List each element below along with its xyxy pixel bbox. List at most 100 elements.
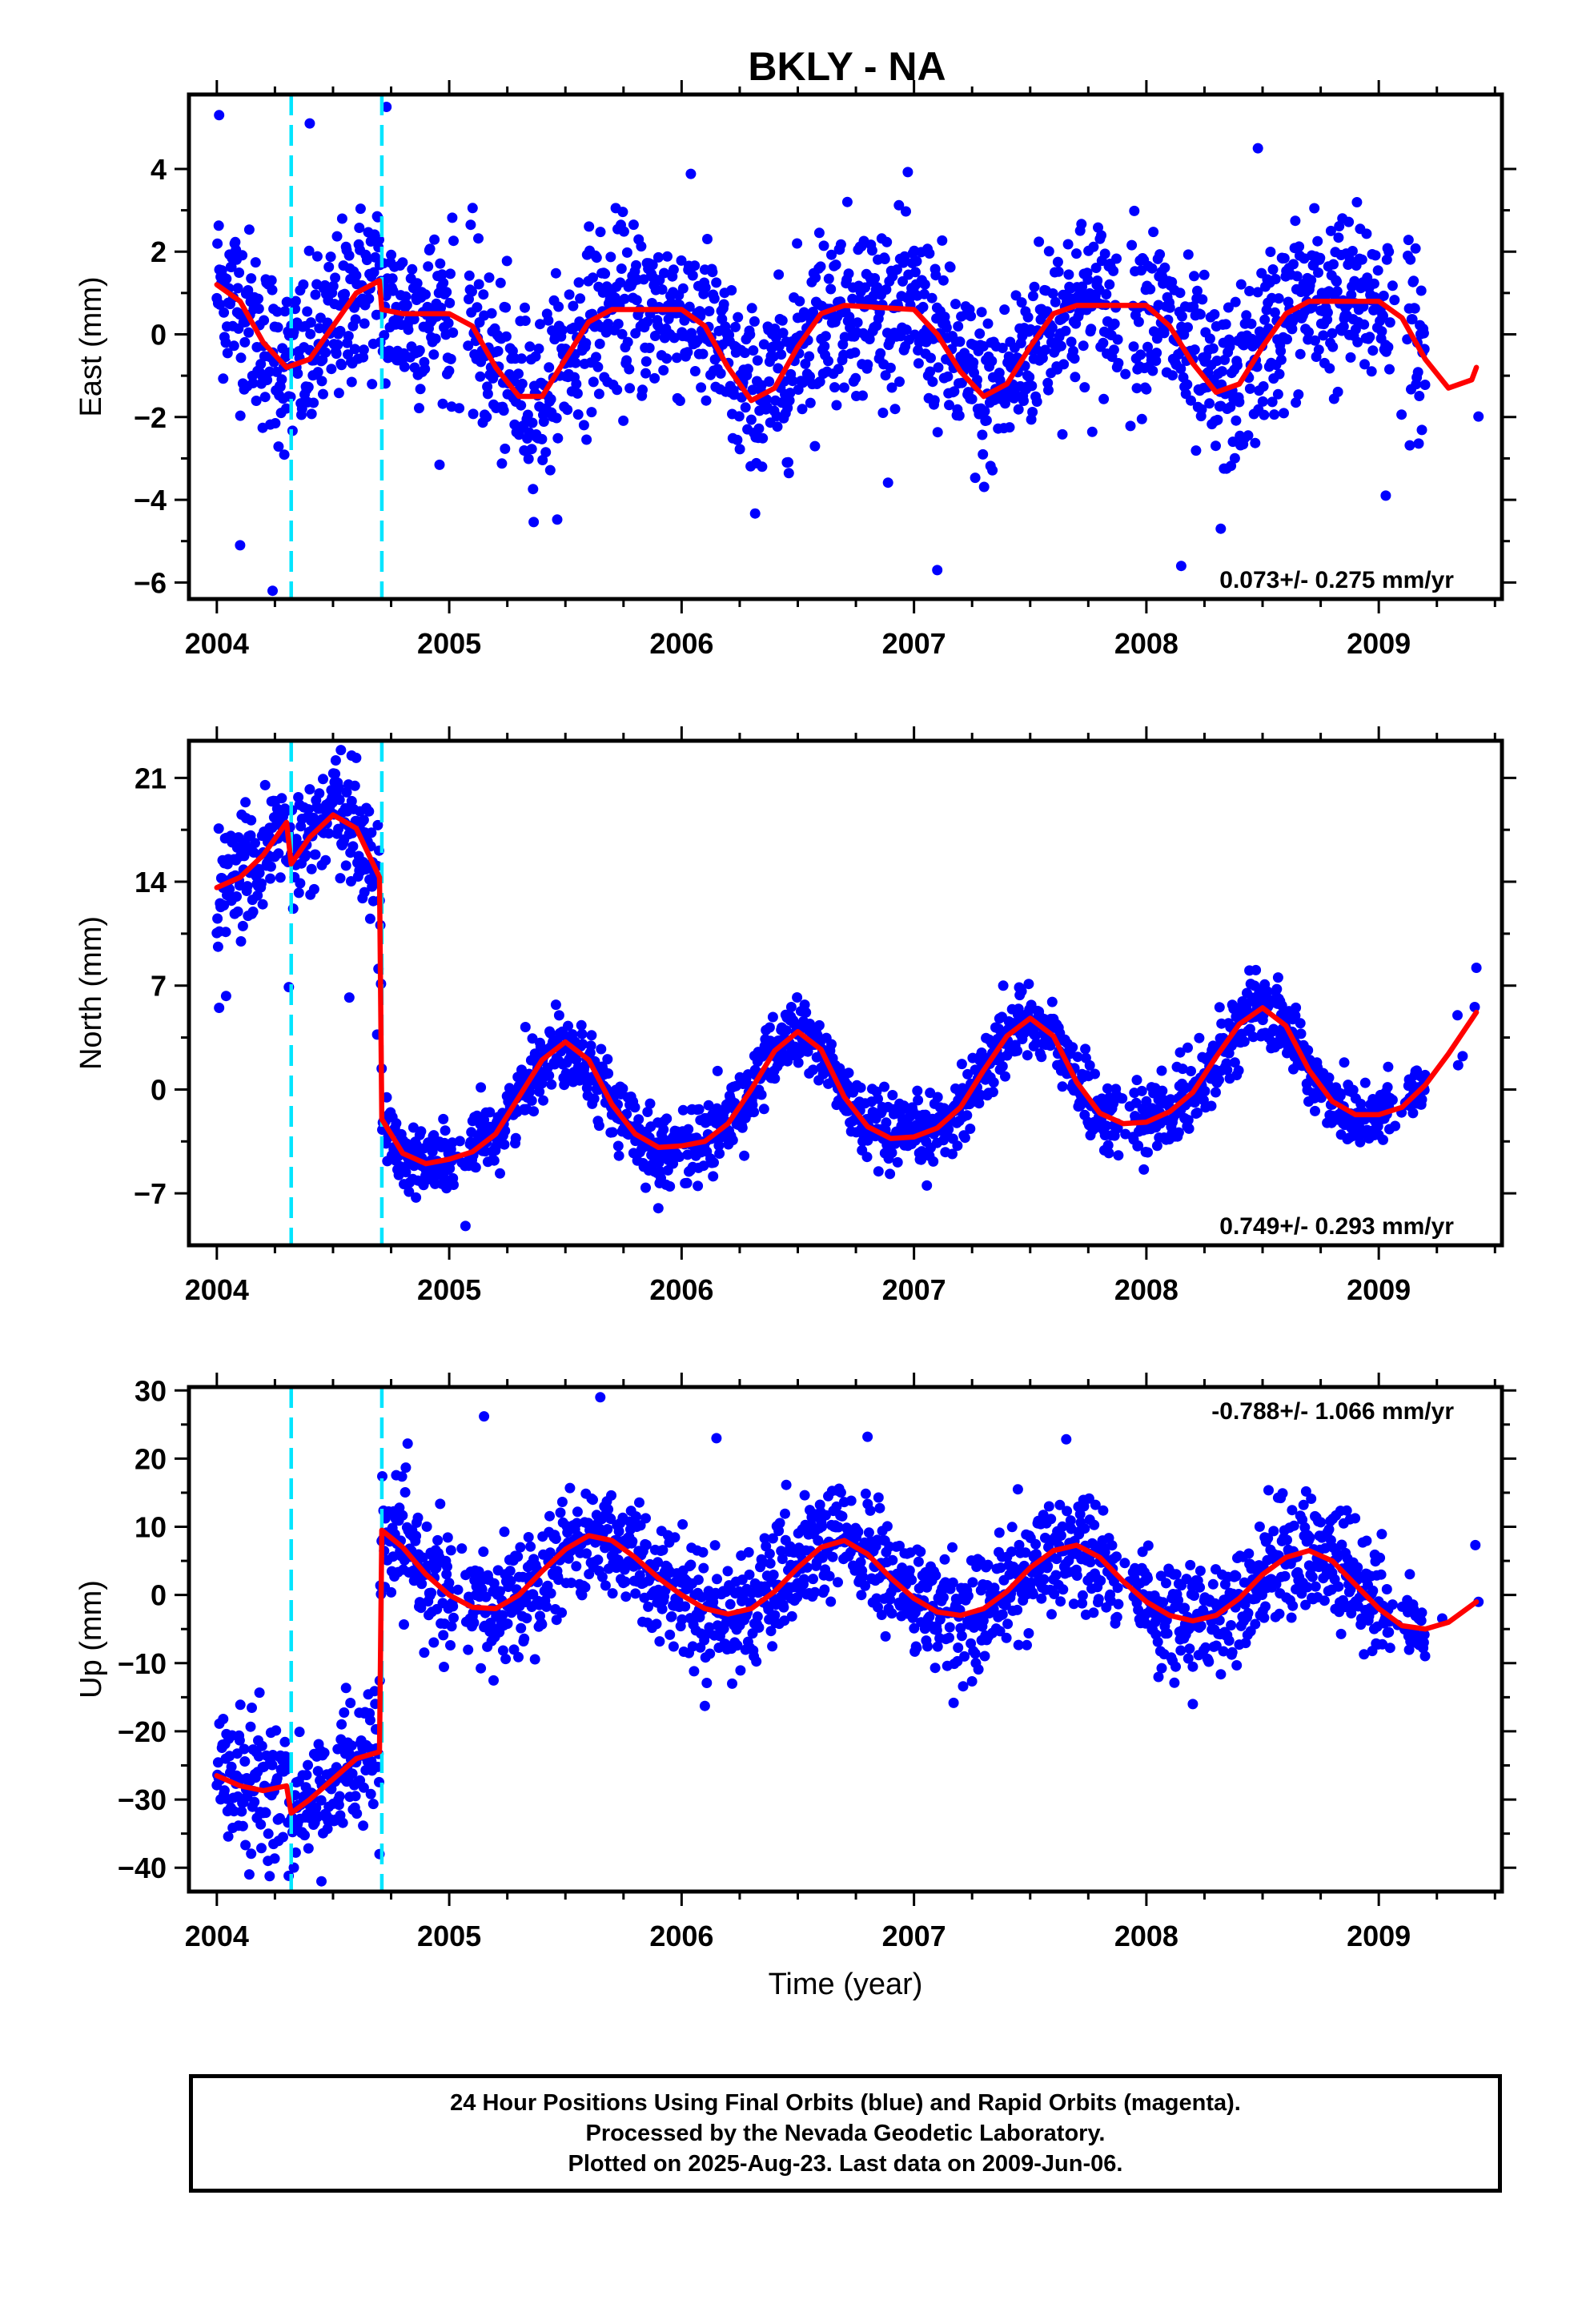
east-data-point bbox=[749, 316, 760, 327]
up-data-point bbox=[654, 1636, 665, 1647]
up-data-point bbox=[774, 1518, 785, 1529]
up-data-point bbox=[857, 1571, 868, 1582]
east-data-point bbox=[1063, 269, 1074, 280]
east-data-point bbox=[1078, 340, 1089, 352]
up-data-point bbox=[508, 1644, 520, 1655]
east-data-point bbox=[592, 361, 604, 372]
east-data-point bbox=[658, 364, 669, 376]
north-data-point bbox=[956, 1059, 967, 1070]
east-data-point bbox=[622, 336, 633, 348]
up-data-point bbox=[600, 1580, 611, 1591]
east-data-point bbox=[212, 238, 223, 249]
up-data-point bbox=[894, 1540, 905, 1551]
east-data-point bbox=[1062, 239, 1074, 250]
north-data-point bbox=[916, 1154, 927, 1165]
east-data-point bbox=[1037, 352, 1048, 364]
north-data-point bbox=[965, 1124, 976, 1134]
east-data-point bbox=[339, 288, 351, 300]
north-data-point bbox=[629, 1102, 640, 1113]
up-data-point bbox=[502, 1618, 513, 1629]
north-data-point bbox=[698, 1160, 709, 1172]
up-data-point bbox=[722, 1566, 733, 1577]
east-data-point bbox=[276, 374, 287, 385]
east-data-point bbox=[814, 376, 825, 388]
north-data-point bbox=[1141, 1096, 1152, 1107]
east-data-point bbox=[1235, 279, 1247, 290]
east-data-point bbox=[454, 403, 465, 414]
up-data-point bbox=[808, 1574, 818, 1585]
east-data-point bbox=[325, 251, 336, 263]
east-data-point bbox=[929, 395, 940, 406]
east-data-point bbox=[1246, 318, 1257, 329]
east-data-point bbox=[879, 254, 890, 264]
east-data-point bbox=[1361, 228, 1372, 239]
east-data-point bbox=[279, 449, 290, 460]
east-data-point bbox=[386, 249, 397, 260]
north-data-point bbox=[216, 873, 227, 884]
up-data-point bbox=[345, 1698, 356, 1708]
north-data-point bbox=[1416, 1094, 1427, 1105]
up-data-point bbox=[499, 1526, 510, 1538]
east-data-point bbox=[526, 444, 537, 455]
east-data-point bbox=[543, 315, 554, 326]
east-data-point bbox=[235, 410, 246, 421]
east-data-point bbox=[1182, 322, 1193, 333]
up-data-point bbox=[856, 1590, 867, 1601]
up-data-point bbox=[592, 1554, 604, 1566]
north-data-point bbox=[1000, 1071, 1010, 1082]
east-data-point bbox=[1229, 452, 1240, 464]
north-data-point bbox=[1183, 1123, 1195, 1134]
east-data-point bbox=[331, 348, 342, 360]
east-data-point bbox=[262, 375, 273, 385]
north-data-point bbox=[586, 1030, 597, 1041]
up-data-point bbox=[521, 1613, 532, 1624]
east-data-point bbox=[833, 364, 844, 375]
north-data-point bbox=[1046, 996, 1058, 1007]
north-data-point bbox=[668, 1158, 679, 1169]
east-data-point bbox=[823, 356, 833, 367]
east-data-point bbox=[593, 388, 604, 400]
up-data-point bbox=[813, 1535, 824, 1546]
up-data-point bbox=[500, 1654, 512, 1665]
east-data-point bbox=[1333, 232, 1344, 243]
east-data-point bbox=[624, 383, 636, 394]
east-data-point bbox=[553, 301, 564, 312]
up-data-point bbox=[605, 1514, 616, 1525]
east-data-point bbox=[1257, 396, 1268, 407]
north-data-point bbox=[1103, 1148, 1114, 1159]
east-data-point bbox=[527, 417, 538, 428]
east-data-point bbox=[1356, 254, 1367, 265]
east-data-point bbox=[359, 318, 370, 329]
north-data-point bbox=[764, 1022, 775, 1033]
east-data-point bbox=[647, 259, 658, 271]
east-y-tick-label: 4 bbox=[151, 153, 167, 186]
north-data-point bbox=[1030, 1030, 1042, 1041]
north-data-point bbox=[544, 1070, 555, 1081]
up-data-point bbox=[732, 1640, 743, 1651]
east-data-point bbox=[588, 376, 599, 388]
up-data-point bbox=[243, 1869, 255, 1880]
east-data-point bbox=[1175, 561, 1186, 572]
east-data-point bbox=[826, 249, 837, 260]
north-data-point bbox=[340, 860, 351, 871]
east-data-point bbox=[669, 332, 680, 344]
up-data-point bbox=[411, 1530, 422, 1542]
east-data-point bbox=[1403, 235, 1414, 246]
chart-title: BKLY - NA bbox=[748, 44, 946, 89]
up-data-point bbox=[235, 1699, 246, 1711]
east-data-point bbox=[1331, 286, 1343, 297]
east-data-point bbox=[631, 295, 642, 306]
east-data-point bbox=[1131, 383, 1142, 394]
east-data-point bbox=[349, 344, 360, 355]
east-data-point bbox=[1141, 384, 1152, 395]
north-data-point bbox=[416, 1126, 427, 1137]
east-data-point bbox=[401, 300, 412, 311]
north-data-point bbox=[708, 1171, 719, 1182]
up-data-point bbox=[399, 1619, 409, 1630]
north-data-point bbox=[534, 1086, 545, 1097]
north-data-point bbox=[1469, 1002, 1480, 1012]
north-data-point bbox=[607, 1127, 618, 1138]
up-data-point bbox=[319, 1747, 330, 1759]
east-data-point bbox=[1331, 276, 1342, 287]
north-data-point bbox=[563, 1020, 573, 1031]
